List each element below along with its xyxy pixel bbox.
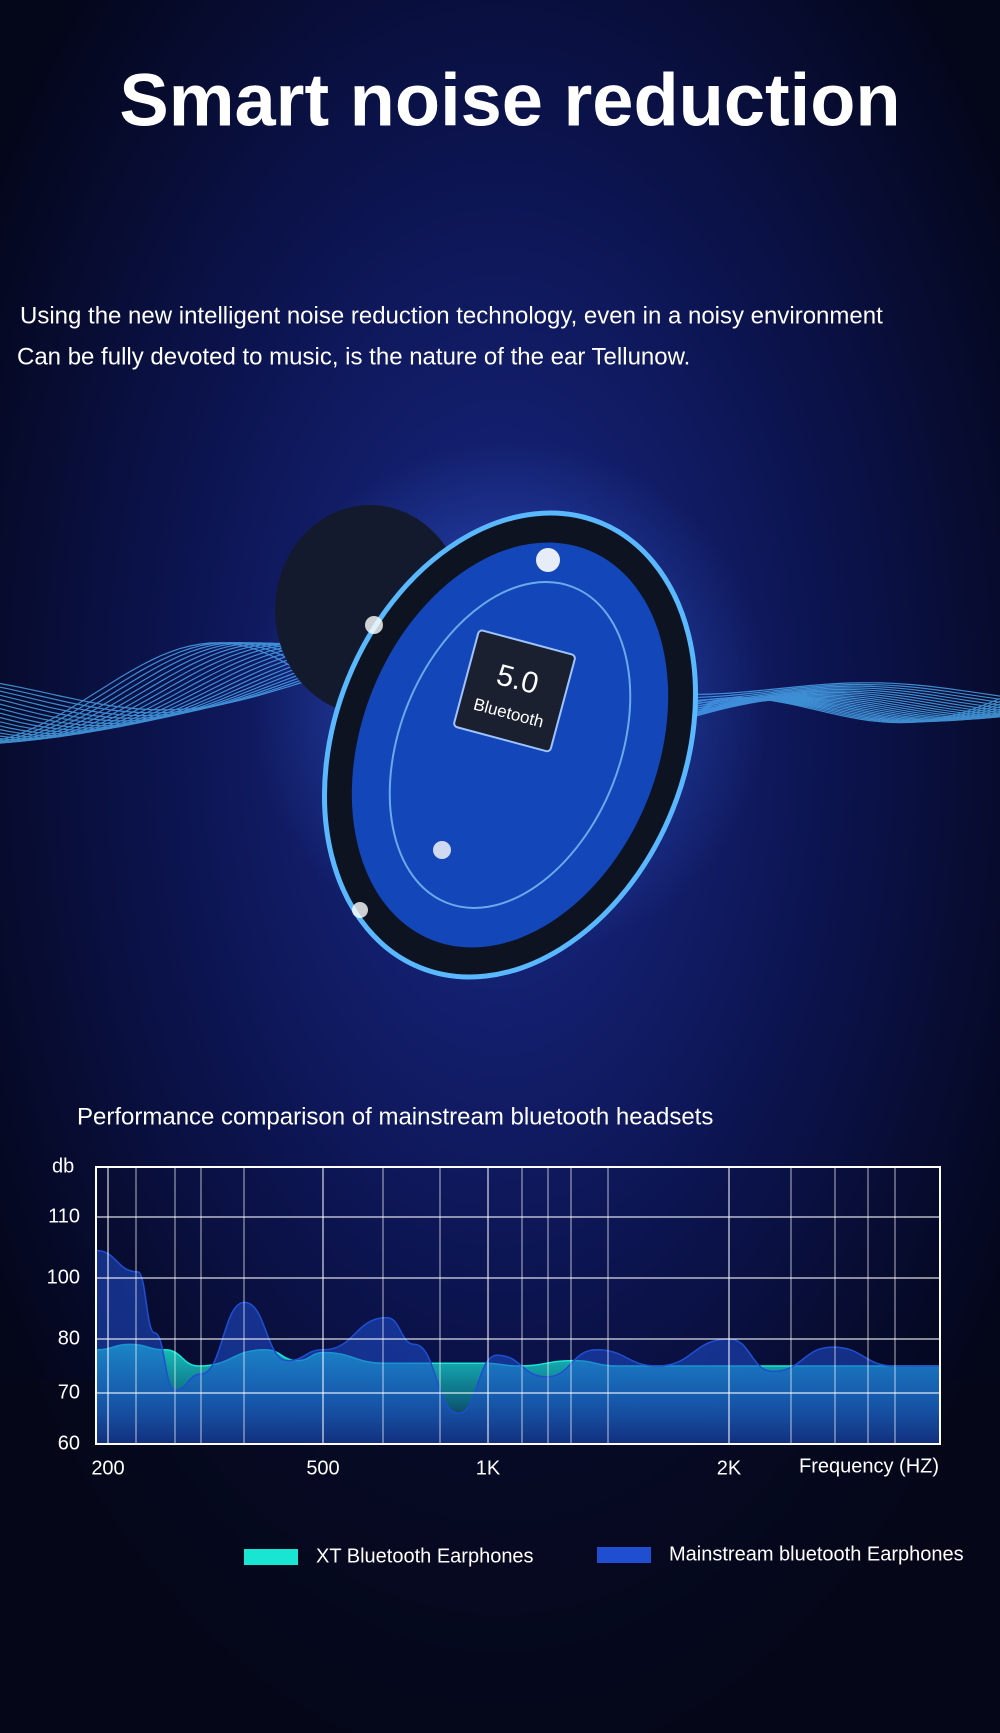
y-tick-label: 110 (48, 1205, 80, 1227)
page-title: Smart noise reduction (119, 59, 900, 142)
chip: 5.0 Bluetooth (453, 629, 576, 753)
legend-label: Mainstream bluetooth Earphones (669, 1543, 964, 1565)
circuit-trace (388, 581, 632, 909)
x-axis-label: Frequency (HZ) (799, 1455, 939, 1477)
legend-label: XT Bluetooth Earphones (316, 1545, 534, 1567)
chart: Performance comparison of mainstream blu… (47, 1103, 964, 1567)
intro-line: Can be fully devoted to music, is the na… (17, 343, 690, 370)
circuit-board (351, 542, 669, 948)
legend-swatch (597, 1547, 651, 1563)
y-tick-label: 60 (58, 1432, 80, 1454)
x-tick-label: 2K (717, 1457, 742, 1479)
x-tick-label: 200 (91, 1457, 124, 1479)
legend-swatch (244, 1549, 298, 1565)
plot-frame (95, 1166, 941, 1445)
x-tick-label: 500 (306, 1457, 339, 1479)
y-axis-label: db (52, 1155, 74, 1177)
light-flare (536, 548, 560, 572)
y-tick-label: 70 (58, 1381, 80, 1403)
y-tick-label: 80 (58, 1327, 80, 1349)
chart-title: Performance comparison of mainstream blu… (77, 1103, 713, 1130)
intro-line: Using the new intelligent noise reductio… (20, 302, 883, 329)
earbud-illustration: 5.0 Bluetooth (0, 440, 1000, 980)
x-tick-label: 1K (476, 1457, 501, 1479)
chip-body (453, 629, 576, 753)
y-tick-label: 100 (47, 1266, 80, 1288)
light-flare (433, 841, 451, 859)
light-flare (365, 616, 383, 634)
light-flare (352, 902, 368, 918)
